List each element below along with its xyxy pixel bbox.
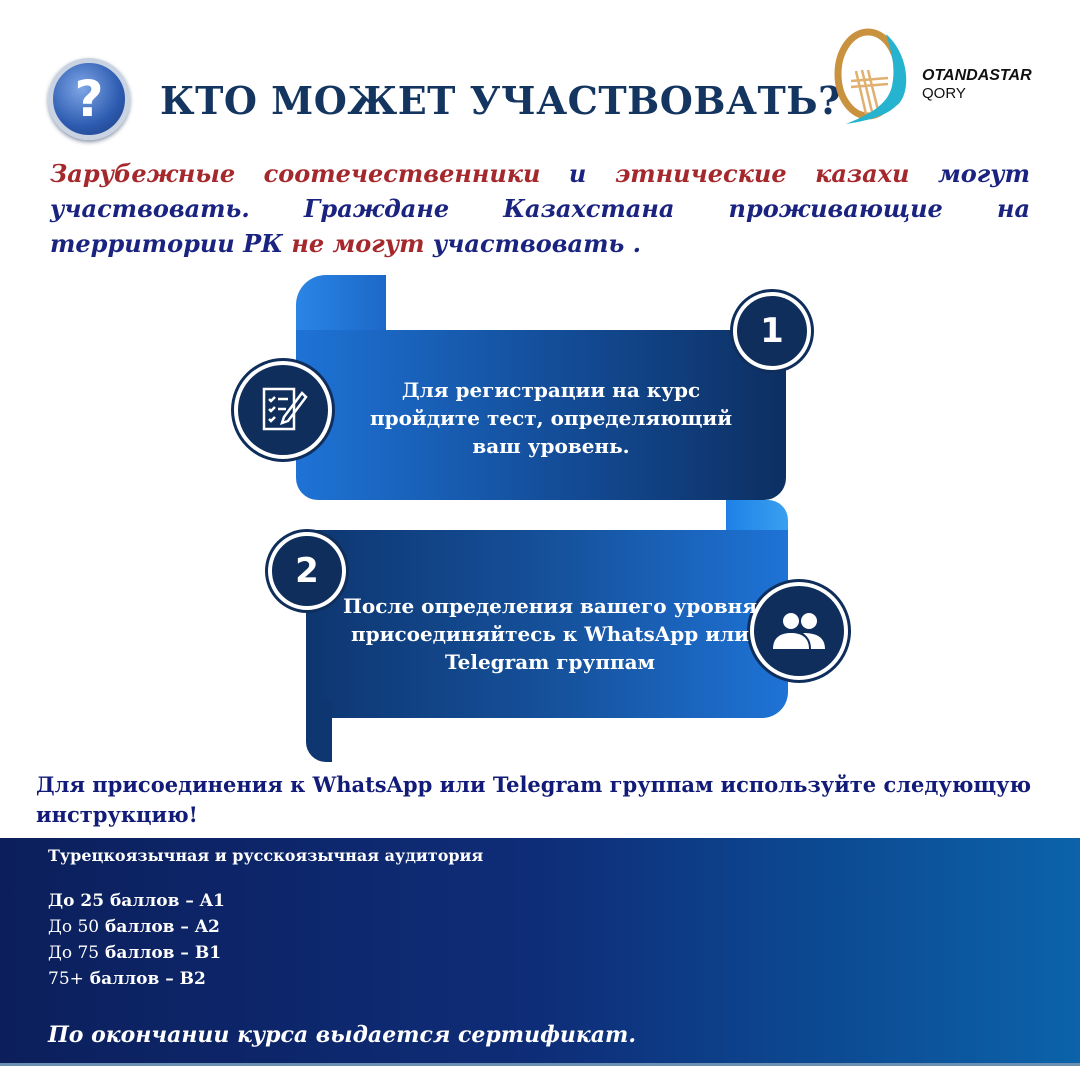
level-label: баллов – B1 [99, 943, 222, 963]
ribbon-connector [726, 500, 788, 532]
intro-part: участвовать . [424, 229, 642, 258]
level-score: До 25 [48, 891, 105, 911]
logo-text: OTANDASTAR [922, 67, 1032, 84]
step-1-ribbon [296, 330, 786, 500]
intro-part: не могут [291, 229, 425, 258]
question-mark-icon: ? [48, 58, 130, 140]
level-item: До 75 баллов – B1 [48, 940, 221, 966]
intro-part: и [540, 159, 615, 188]
intro-part: Зарубежные [50, 159, 236, 188]
level-item: 75+ баллов – B2 [48, 966, 206, 992]
level-label: баллов – A1 [104, 891, 225, 911]
level-label: баллов – A2 [99, 917, 220, 937]
step-2-text: После определения вашего уровня присоеди… [342, 594, 758, 674]
intro-paragraph: Зарубежные соотечественники и этнические… [50, 156, 1030, 261]
level-item: До 25 баллов – A1 [48, 888, 225, 914]
certificate-note: По окончании курса выдается сертификат. [48, 1022, 636, 1048]
test-checklist-icon [234, 361, 332, 459]
level-score: До 75 [48, 943, 100, 963]
level-score: До 50 [48, 917, 100, 937]
levels-band [0, 838, 1080, 1066]
step-1-number: 1 [733, 292, 811, 370]
ribbon-tail [306, 700, 332, 762]
step-2-number: 2 [268, 532, 346, 610]
intro-part: соотечественники [263, 159, 541, 188]
audience-label: Турецкоязычная и русскоязычная аудитория [48, 846, 484, 865]
logo-subtext: QORY [922, 85, 966, 102]
level-label: баллов – B2 [83, 969, 206, 989]
intro-part: этнические казахи [614, 159, 910, 188]
intro-part [235, 159, 263, 188]
level-score: 75+ [48, 969, 84, 989]
logo [834, 28, 907, 124]
group-people-icon [750, 582, 848, 680]
level-item: До 50 баллов – A2 [48, 914, 220, 940]
step-1-text: Для регистрации на курс пройдите тест, о… [369, 378, 733, 458]
instruction-text: Для присоединения к WhatsApp или Telegra… [36, 772, 1032, 827]
step-2-ribbon [306, 530, 788, 718]
intro-part: могут участвовать. Граждане Казахстана п… [50, 159, 1031, 258]
page-title: КТО МОЖЕТ УЧАСТВОВАТЬ? [160, 78, 841, 123]
